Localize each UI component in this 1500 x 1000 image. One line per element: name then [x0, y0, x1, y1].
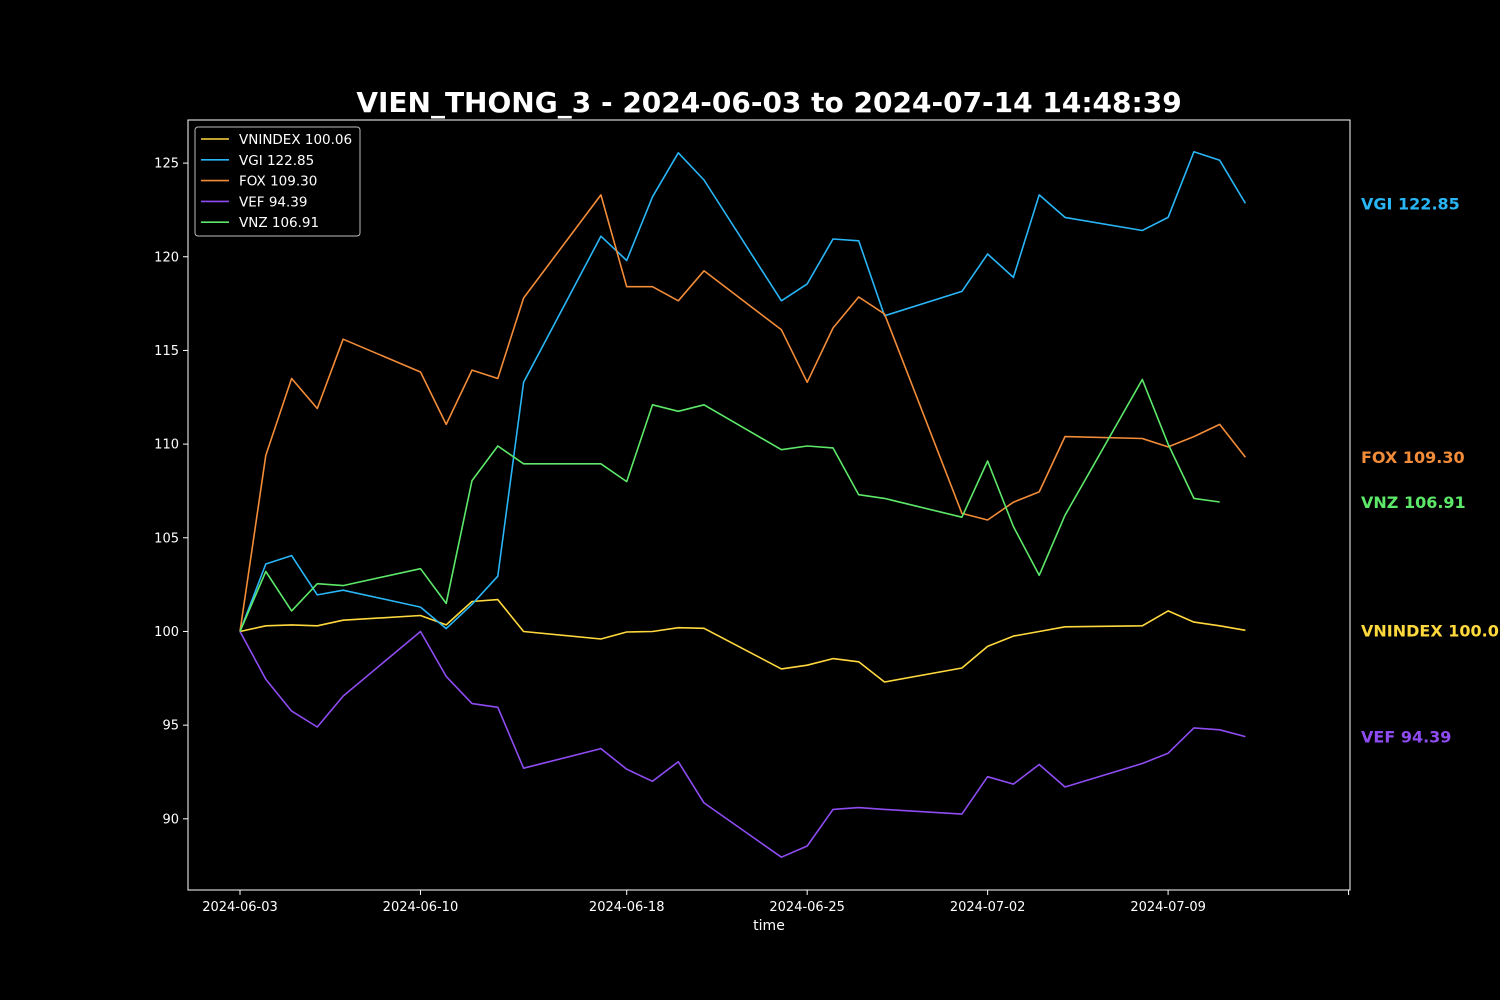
x-axis-label: time — [753, 918, 785, 934]
x-tick-label: 2024-06-03 — [202, 900, 278, 915]
end-label-vnindex: VNINDEX 100.06 — [1361, 621, 1500, 640]
legend-box — [194, 126, 361, 237]
x-tick-label: 2024-06-18 — [589, 900, 665, 915]
y-tick-label: 95 — [162, 719, 179, 734]
legend-label-vef: VEF 94.39 — [239, 194, 307, 210]
y-tick-label: 110 — [154, 438, 179, 453]
y-tick-label: 125 — [154, 157, 179, 172]
x-tick-label: 2024-07-09 — [1130, 900, 1206, 915]
x-tick-label: 2024-06-25 — [769, 900, 845, 915]
x-axis: 2024-06-03 2024-06-10 2024-06-18 2024-06-25… — [202, 890, 1350, 915]
y-tick-label: 100 — [154, 625, 179, 640]
x-tick-label: 2024-06-10 — [383, 900, 459, 915]
end-label-vnz: VNZ 106.91 — [1361, 493, 1466, 512]
end-label-vgi: VGI 122.85 — [1361, 194, 1460, 213]
y-tick-label: 115 — [154, 344, 179, 359]
legend-label-vgi: VGI 122.85 — [239, 153, 314, 169]
y-tick-label: 120 — [154, 250, 179, 265]
y-tick-label: 105 — [154, 531, 179, 546]
legend-label-fox: FOX 109.30 — [239, 174, 317, 190]
y-tick-label: 90 — [162, 812, 179, 827]
series-line-vgi — [239, 151, 1247, 632]
legend: VNINDEX 100.06 VGI 122.85 FOX 109.30 VEF 94… — [194, 126, 361, 237]
legend-label-vnindex: VNINDEX 100.06 — [239, 132, 352, 148]
series-line-vnz — [239, 378, 1220, 632]
legend-label-vnz: VNZ 106.91 — [239, 215, 319, 231]
end-label-fox: FOX 109.30 — [1361, 448, 1465, 467]
y-axis: 90 95 100 105 110 115 120 125 — [154, 157, 188, 827]
series-line-vnindex — [239, 598, 1246, 683]
series-lines — [239, 151, 1247, 859]
end-label-vef: VEF 94.39 — [1361, 728, 1451, 747]
chart-title: VIEN_THONG_3 - 2024-06-03 to 2024-07-14 … — [356, 86, 1181, 119]
series-line-vef — [239, 630, 1246, 859]
plot-area — [187, 119, 1351, 891]
end-labels: VNINDEX 100.06 VGI 122.85 FOX 109.30 VEF 94… — [1361, 194, 1500, 746]
x-tick-label: 2024-07-02 — [950, 900, 1026, 915]
series-line-fox — [239, 194, 1247, 632]
